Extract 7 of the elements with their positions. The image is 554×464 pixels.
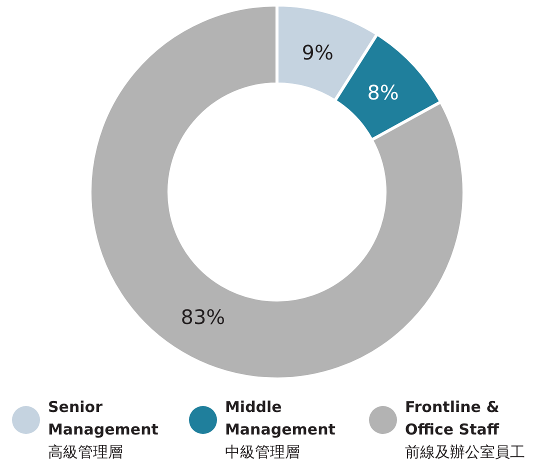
data-label: 9% bbox=[302, 40, 334, 64]
legend-label: Frontline & Office Staff 前線及辦公室員工 bbox=[405, 398, 525, 461]
data-label: 8% bbox=[367, 80, 399, 104]
legend-label: Senior Management 高級管理層 bbox=[48, 398, 158, 461]
data-label: 83% bbox=[180, 305, 226, 330]
legend-label: Middle Management 中級管理層 bbox=[225, 398, 336, 461]
donut-slice bbox=[88, 4, 466, 380]
